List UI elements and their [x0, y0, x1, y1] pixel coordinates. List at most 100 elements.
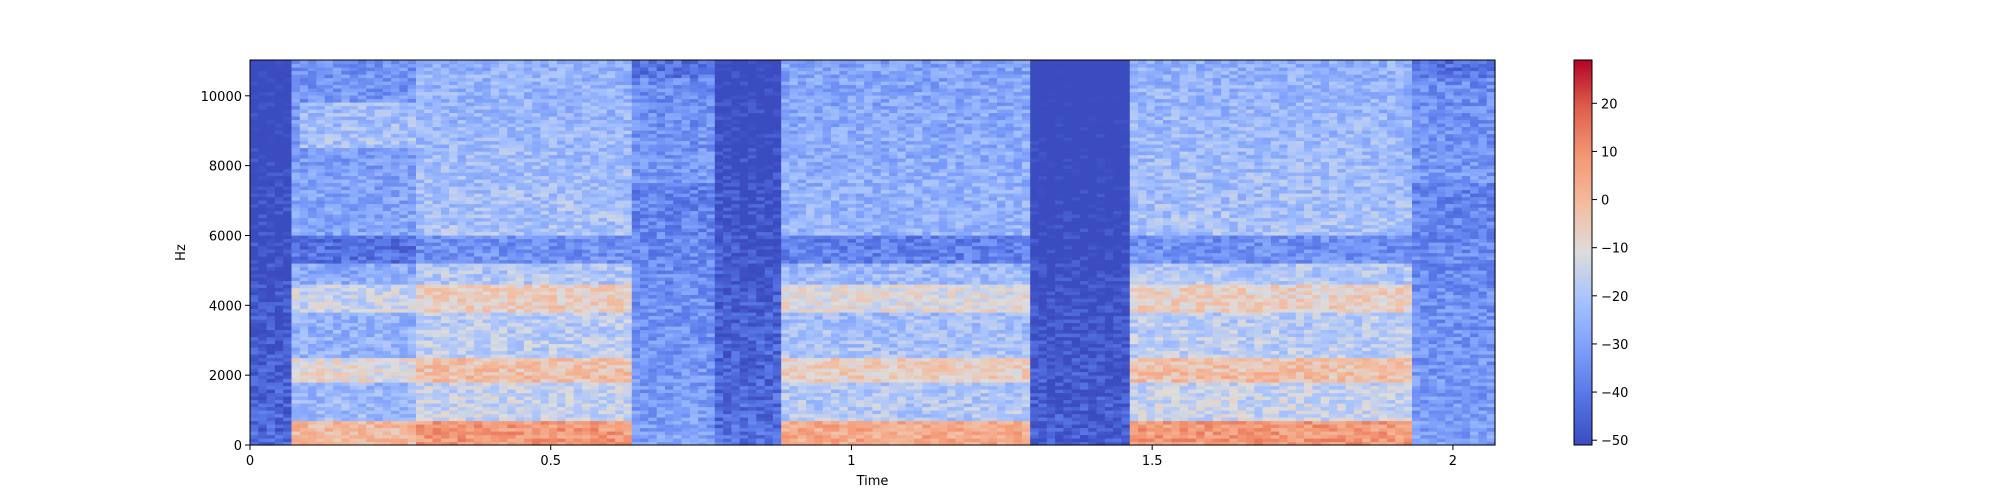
spectrogram-cell [283, 354, 292, 358]
spectrogram-cell [267, 368, 276, 372]
spectrogram-cell [424, 92, 433, 96]
spectrogram-cell [267, 120, 276, 124]
spectrogram-cell [482, 179, 491, 183]
spectrogram-cell [375, 351, 384, 355]
spectrogram-cell [599, 319, 608, 323]
spectrogram-cell [391, 232, 400, 236]
spectrogram-cell [516, 414, 525, 418]
spectrogram-cell [532, 60, 541, 64]
spectrogram-cell [499, 64, 508, 68]
spectrogram-cell [549, 400, 558, 404]
spectrogram-cell [416, 116, 425, 120]
spectrogram-cell [391, 106, 400, 110]
spectrogram-cell [565, 291, 574, 295]
spectrogram-cell [449, 235, 458, 239]
spectrogram-cell [615, 410, 624, 414]
spectrogram-cell [416, 337, 425, 341]
spectrogram-cell [375, 375, 384, 379]
spectrogram-cell [565, 438, 574, 442]
spectrogram-cell [292, 197, 301, 201]
spectrogram-cell [433, 106, 442, 110]
spectrogram-cell [283, 211, 292, 215]
spectrogram-cell [424, 71, 433, 75]
spectrogram-cell [574, 344, 583, 348]
spectrogram-cell [541, 134, 550, 138]
spectrogram-cell [258, 137, 267, 141]
spectrogram-cell [565, 120, 574, 124]
spectrogram-cell [482, 214, 491, 218]
spectrogram-cell [507, 435, 516, 439]
spectrogram-cell [549, 267, 558, 271]
spectrogram-cell [292, 137, 301, 141]
spectrogram-cell [582, 438, 591, 442]
spectrogram-cell [482, 424, 491, 428]
spectrogram-cell [449, 393, 458, 397]
spectrogram-cell [549, 379, 558, 383]
spectrogram-cell [375, 438, 384, 442]
spectrogram-cell [275, 127, 284, 131]
spectrogram-cell [250, 428, 259, 432]
spectrogram-cell [308, 88, 317, 92]
spectrogram-cell [300, 172, 309, 176]
spectrogram-cell [615, 137, 624, 141]
spectrogram-cell [283, 197, 292, 201]
spectrogram-cell [582, 295, 591, 299]
spectrogram-cell [590, 207, 599, 211]
spectrogram-cell [250, 358, 259, 362]
spectrogram-cell [258, 60, 267, 64]
spectrogram-cell [474, 169, 483, 173]
spectrogram-cell [590, 78, 599, 82]
spectrogram-cell [399, 365, 408, 369]
spectrogram-cell [333, 382, 342, 386]
spectrogram-cell [333, 151, 342, 155]
spectrogram-cell [283, 165, 292, 169]
spectrogram-cell [590, 235, 599, 239]
spectrogram-cell [408, 431, 417, 435]
spectrogram-cell [308, 228, 317, 232]
spectrogram-cell [325, 323, 334, 327]
spectrogram-cell [458, 165, 467, 169]
spectrogram-cell [358, 288, 367, 292]
spectrogram-cell [549, 284, 558, 288]
spectrogram-cell [267, 316, 276, 320]
spectrogram-cell [399, 361, 408, 365]
spectrogram-cell [424, 165, 433, 169]
spectrogram-cell [424, 344, 433, 348]
spectrogram-cell [474, 81, 483, 85]
spectrogram-cell [599, 305, 608, 309]
spectrogram-cell [416, 291, 425, 295]
spectrogram-cell [350, 428, 359, 432]
spectrogram-cell [582, 414, 591, 418]
spectrogram-cell [424, 386, 433, 390]
spectrogram-cell [358, 260, 367, 264]
spectrogram-cell [316, 403, 325, 407]
spectrogram-cell [308, 151, 317, 155]
spectrogram-cell [458, 288, 467, 292]
spectrogram-cell [433, 74, 442, 78]
spectrogram-cell [599, 99, 608, 103]
spectrogram-cell [350, 113, 359, 117]
spectrogram-cell [516, 134, 525, 138]
spectrogram-cell [350, 431, 359, 435]
spectrogram-cell [590, 365, 599, 369]
spectrogram-cell [408, 186, 417, 190]
spectrogram-cell [565, 354, 574, 358]
spectrogram-cell [416, 288, 425, 292]
spectrogram-cell [590, 64, 599, 68]
spectrogram-cell [449, 414, 458, 418]
spectrogram-cell [458, 67, 467, 71]
spectrogram-cell [507, 424, 516, 428]
spectrogram-cell [441, 382, 450, 386]
spectrogram-cell [300, 92, 309, 96]
spectrogram-cell [599, 183, 608, 187]
spectrogram-cell [375, 407, 384, 411]
spectrogram-cell [333, 256, 342, 260]
spectrogram-cell [491, 400, 500, 404]
spectrogram-cell [250, 225, 259, 229]
spectrogram-cell [250, 232, 259, 236]
spectrogram-cell [267, 267, 276, 271]
spectrogram-cell [549, 81, 558, 85]
spectrogram-cell [300, 319, 309, 323]
spectrogram-cell [250, 309, 259, 313]
spectrogram-cell [516, 295, 525, 299]
